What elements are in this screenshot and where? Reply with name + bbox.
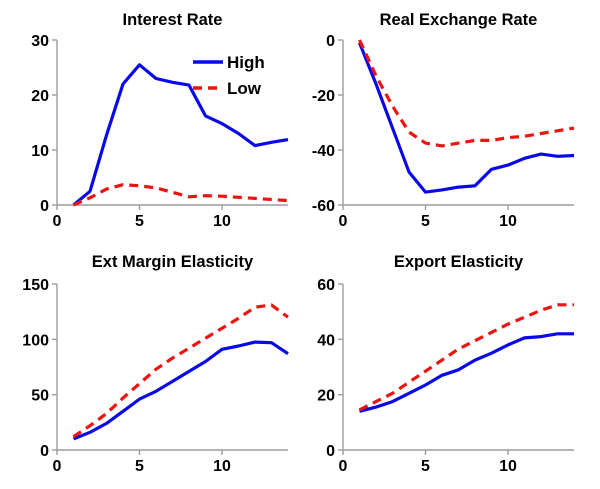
y-tick-label: 30 bbox=[31, 33, 49, 50]
panel-ext-margin-elasticity: 0 5 10 0 50 100 150 Ext Margin Elasticity bbox=[0, 245, 300, 489]
chart-real-exchange-rate: 0 5 10 -60 -40 -20 0 Real Exchange Rate bbox=[312, 11, 575, 230]
y-tick-label: 40 bbox=[317, 332, 335, 349]
x-tick-label: 5 bbox=[135, 458, 144, 475]
y-tick-label: 20 bbox=[31, 88, 49, 105]
chart-title: Real Exchange Rate bbox=[380, 11, 538, 29]
y-tick-label: 100 bbox=[22, 332, 49, 349]
series-line-low bbox=[358, 39, 575, 148]
x-tick-label: 10 bbox=[499, 213, 517, 230]
axis-lines bbox=[342, 40, 574, 206]
series-line-high bbox=[359, 332, 574, 413]
y-tick-label: 0 bbox=[40, 198, 49, 215]
series-line-low bbox=[72, 303, 289, 439]
x-tick-label: 10 bbox=[213, 458, 231, 475]
panel-real-exchange-rate: 0 5 10 -60 -40 -20 0 Real Exchange Rate bbox=[300, 0, 600, 244]
panel-export-elasticity: 0 5 10 0 20 40 60 Export Elasticity bbox=[300, 245, 600, 489]
chart-interest-rate: 0 5 10 0 10 20 30 Interest Rate High Low bbox=[31, 11, 289, 230]
x-tick-label: 0 bbox=[53, 458, 62, 475]
y-tick-label: 150 bbox=[22, 277, 49, 294]
x-tick-label: 0 bbox=[339, 458, 348, 475]
y-tick-label: -60 bbox=[312, 198, 335, 215]
y-tick-label: 10 bbox=[31, 143, 49, 160]
series-line-low bbox=[358, 303, 574, 412]
chart-title: Export Elasticity bbox=[394, 253, 524, 271]
chart-title: Ext Margin Elasticity bbox=[92, 253, 254, 271]
chart-export-elasticity: 0 5 10 0 20 40 60 Export Elasticity bbox=[317, 253, 574, 475]
x-tick-label: 0 bbox=[339, 213, 348, 230]
chart-title: Interest Rate bbox=[123, 11, 223, 29]
series-line-high bbox=[72, 63, 289, 207]
axis-lines bbox=[342, 284, 574, 451]
legend-high-label: High bbox=[227, 53, 265, 72]
x-tick-label: 10 bbox=[213, 213, 231, 230]
series-line-low bbox=[72, 183, 289, 207]
y-tick-label: 60 bbox=[317, 277, 335, 294]
y-tick-label: 0 bbox=[40, 443, 49, 460]
y-tick-label: -40 bbox=[312, 143, 335, 160]
y-tick-label: 0 bbox=[326, 33, 335, 50]
legend-low-label: Low bbox=[227, 79, 262, 98]
y-tick-label: 20 bbox=[317, 388, 335, 405]
panel-interest-rate: 0 5 10 0 10 20 30 Interest Rate High Low bbox=[0, 0, 300, 244]
x-tick-label: 0 bbox=[53, 213, 62, 230]
x-tick-label: 5 bbox=[135, 213, 144, 230]
x-tick-label: 5 bbox=[421, 458, 430, 475]
y-tick-label: 0 bbox=[326, 443, 335, 460]
series-line-high bbox=[358, 42, 575, 194]
y-tick-label: -20 bbox=[312, 88, 335, 105]
series-line-high bbox=[72, 340, 289, 441]
y-tick-label: 50 bbox=[31, 388, 49, 405]
x-tick-label: 10 bbox=[499, 458, 517, 475]
x-tick-label: 5 bbox=[421, 213, 430, 230]
